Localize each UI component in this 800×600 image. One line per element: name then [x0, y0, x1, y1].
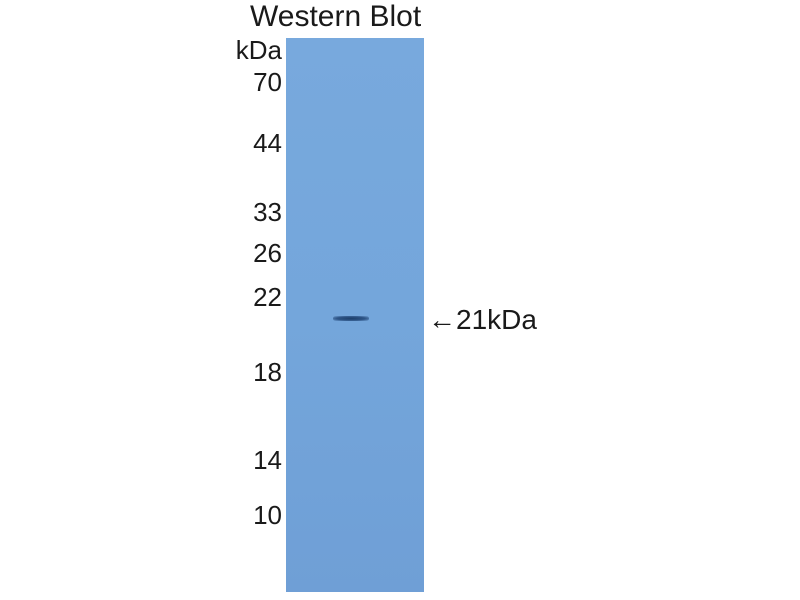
marker-33: 33 [253, 197, 282, 227]
figure-title: Western Blot [250, 0, 422, 33]
blot-lane [286, 38, 424, 592]
marker-26: 26 [253, 238, 282, 268]
protein-band [333, 316, 369, 321]
band-annotation: ←21kDa [428, 304, 537, 335]
marker-22: 22 [253, 282, 282, 312]
marker-14: 14 [253, 445, 282, 475]
marker-70: 70 [253, 67, 282, 97]
marker-10: 10 [253, 500, 282, 530]
marker-18: 18 [253, 357, 282, 387]
marker-44: 44 [253, 128, 282, 158]
unit-label: kDa [235, 35, 282, 65]
